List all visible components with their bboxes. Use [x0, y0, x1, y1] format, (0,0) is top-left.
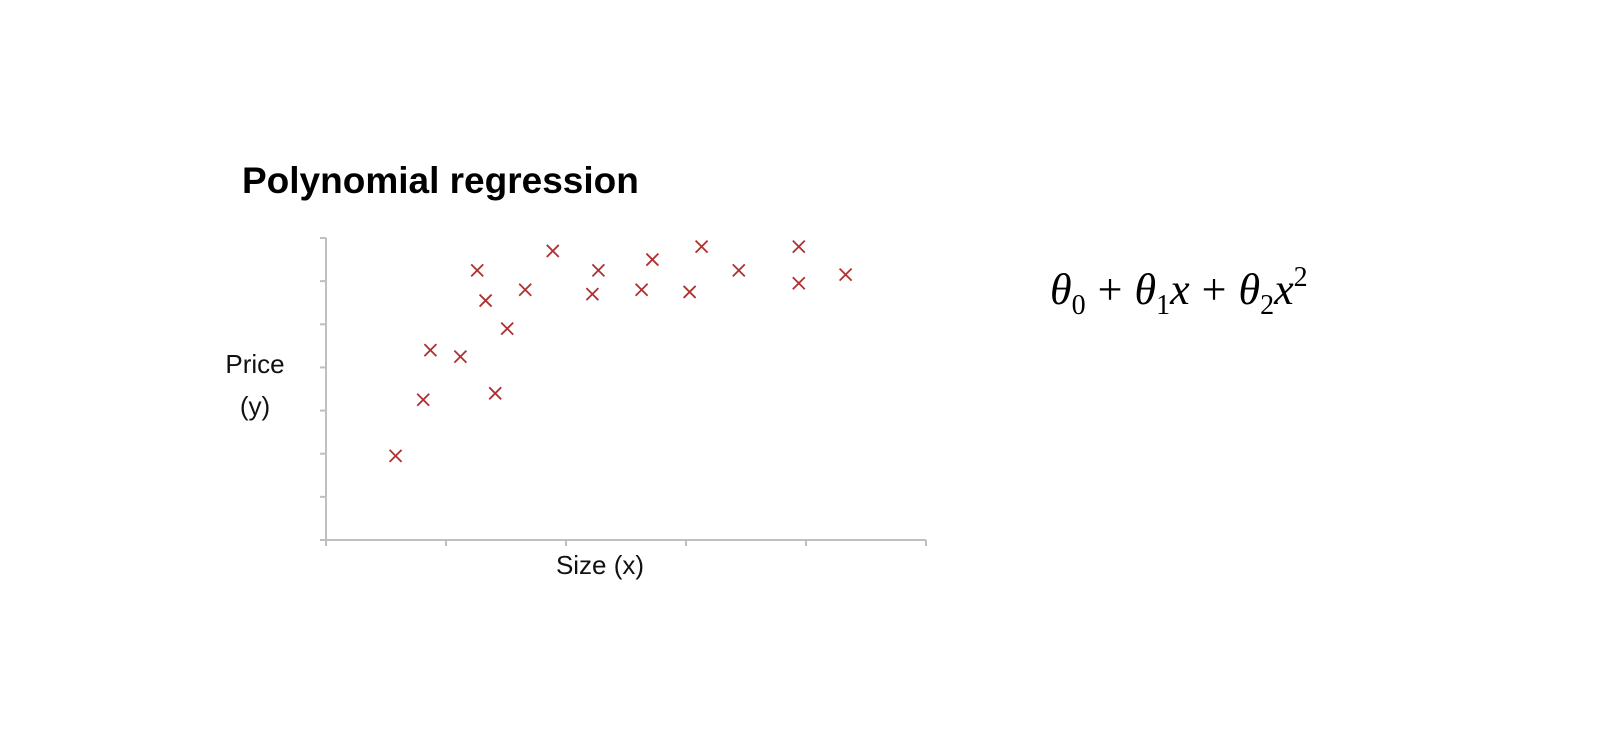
data-point: [838, 268, 853, 282]
data-point: [453, 350, 468, 364]
x-marker-stroke: [453, 350, 468, 364]
x-marker-stroke: [478, 293, 493, 308]
y-axis-label-line1: Price: [225, 349, 285, 379]
theta-symbol: θ: [1238, 265, 1261, 314]
x-marker-stroke: [591, 263, 606, 277]
data-point: [388, 449, 403, 463]
subscript-2: 2: [1260, 290, 1275, 321]
data-point: [792, 276, 806, 290]
x-marker-stroke: [732, 263, 746, 277]
data-point: [518, 283, 532, 297]
data-point: [470, 263, 484, 277]
data-point: [792, 239, 806, 254]
x-marker-stroke: [388, 449, 403, 463]
x-marker-stroke: [694, 239, 709, 254]
data-point: [694, 239, 709, 254]
x-marker-stroke: [792, 239, 806, 254]
plus-sign: +: [1201, 265, 1227, 314]
x-marker-stroke: [682, 285, 697, 299]
data-point: [500, 321, 514, 336]
data-point: [645, 252, 660, 267]
x-variable: x: [1274, 265, 1294, 314]
data-point: [634, 283, 649, 297]
data-point: [585, 287, 600, 301]
data-point: [478, 293, 493, 308]
data-point: [416, 393, 430, 407]
data-point: [591, 263, 606, 277]
x-marker-stroke: [470, 263, 484, 277]
x-axis-label: Size (x): [555, 550, 645, 580]
x-marker-stroke: [792, 276, 806, 290]
exponent-2: 2: [1293, 262, 1308, 293]
data-point: [423, 343, 438, 357]
x-marker-stroke: [645, 252, 660, 267]
theta-symbol: θ: [1134, 265, 1157, 314]
hypothesis-formula: θ0 + θ1x + θ2x2: [1050, 262, 1308, 322]
x-marker-stroke: [416, 393, 430, 407]
y-axis-label: Price (y): [210, 343, 300, 427]
data-point: [488, 386, 502, 400]
x-marker-stroke: [634, 283, 649, 297]
x-marker-stroke: [518, 283, 532, 297]
plus-sign: +: [1097, 265, 1123, 314]
y-axis-label-line2: (y): [239, 391, 271, 421]
data-point: [682, 285, 697, 299]
x-marker-stroke: [488, 386, 502, 400]
subscript-0: 0: [1071, 290, 1086, 321]
subscript-1: 1: [1156, 290, 1171, 321]
slide-title: Polynomial regression: [242, 160, 639, 201]
x-marker-stroke: [838, 268, 853, 282]
data-point: [732, 263, 746, 277]
data-point: [546, 244, 560, 258]
theta-symbol: θ: [1050, 265, 1072, 314]
x-variable: x: [1170, 265, 1190, 314]
x-marker-stroke: [500, 321, 514, 336]
x-marker-stroke: [546, 244, 560, 258]
x-marker-stroke: [423, 343, 438, 357]
x-marker-stroke: [585, 287, 600, 301]
